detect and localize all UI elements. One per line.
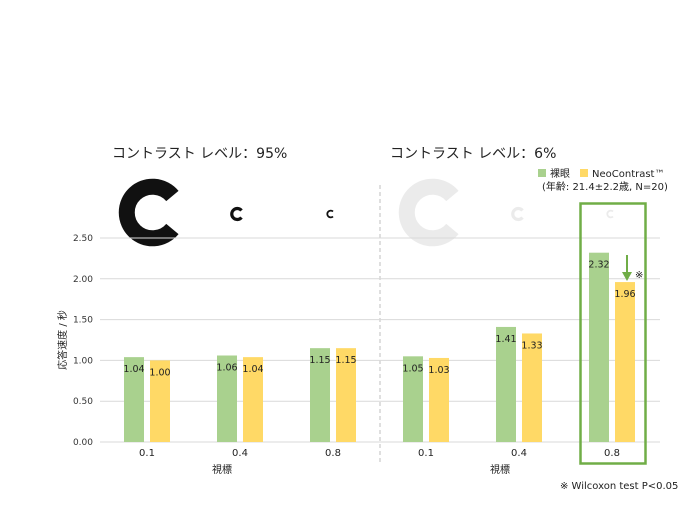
legend-swatch-naked-eye <box>538 169 546 177</box>
x-category-label: 0.4 <box>511 448 527 459</box>
x-category-label: 0.8 <box>325 448 341 459</box>
highlight-box <box>579 202 647 465</box>
optotype-c-high-contrast-large <box>118 178 179 247</box>
bar-neocontrast <box>615 282 635 442</box>
gridlines <box>100 237 660 443</box>
right-x-axis-title: 視標 <box>490 463 510 476</box>
y-axis-title: 応答速度 / 秒 <box>56 310 69 370</box>
significance-arrow <box>622 255 632 281</box>
value-label: 1.41 <box>495 334 516 345</box>
bar-neocontrast <box>150 360 170 442</box>
value-labels: 1.04 1.00 1.06 1.04 1.15 1.15 1.05 1.03 1.41 1.33… <box>123 260 635 379</box>
bar-neocontrast <box>429 357 449 442</box>
y-tick-label: 1.50 <box>73 316 93 326</box>
optotype-c-high-contrast-small <box>326 209 334 219</box>
x-category-label: 0.1 <box>418 448 434 459</box>
value-label: 1.00 <box>149 367 170 378</box>
significance-mark: ※ <box>635 270 643 281</box>
bar-neocontrast <box>522 333 542 442</box>
y-tick-label: 1.00 <box>73 356 93 366</box>
x-category-label: 0.1 <box>139 448 155 459</box>
bar-naked-eye <box>124 357 144 442</box>
y-tick-label: 2.00 <box>73 275 93 285</box>
optotype-c-low-contrast-large <box>398 178 459 247</box>
bar-naked-eye <box>496 326 516 442</box>
optotype-c-low-contrast-small <box>606 209 614 219</box>
y-tick-label: 0.50 <box>73 397 93 407</box>
value-label: 1.04 <box>123 364 144 375</box>
value-label: 1.96 <box>614 289 635 300</box>
legend-label-naked-eye: 裸眼 <box>550 167 570 180</box>
bar-naked-eye <box>403 356 423 442</box>
left-panel-heading: コントラスト レベル：95% <box>112 146 287 162</box>
y-tick-label: 0.00 <box>73 438 93 448</box>
bar-neocontrast <box>243 357 263 442</box>
value-label: 1.15 <box>335 355 356 366</box>
left-x-axis-title: 視標 <box>212 463 232 476</box>
bar-naked-eye <box>589 252 609 442</box>
value-label: 1.03 <box>428 365 449 376</box>
x-category-label: 0.4 <box>232 448 248 459</box>
legend: 裸眼 NeoContrast™ (年齢: 21.4±2.2歳, N=20) <box>538 167 668 193</box>
bars <box>124 252 635 442</box>
optotype-c-low-contrast-medium <box>511 206 524 222</box>
value-label: 1.06 <box>216 363 237 374</box>
legend-note: (年齢: 21.4±2.2歳, N=20) <box>542 180 668 193</box>
x-category-labels: 0.1 0.4 0.8 0.1 0.4 0.8 <box>139 448 620 459</box>
legend-swatch-neocontrast <box>580 169 588 177</box>
x-category-label: 0.8 <box>604 448 620 459</box>
bar-naked-eye <box>310 348 330 442</box>
value-label: 1.05 <box>402 363 423 374</box>
legend-label-neocontrast: NeoContrast™ <box>592 169 664 180</box>
value-label: 1.33 <box>521 340 542 351</box>
footnote: ※ Wilcoxon test P<0.05 <box>560 481 678 492</box>
bar-naked-eye <box>217 355 237 442</box>
value-label: 1.04 <box>242 364 263 375</box>
y-tick-labels: 0.00 0.50 1.00 1.50 2.00 2.50 <box>73 234 93 448</box>
optotype-c-high-contrast-medium <box>230 206 243 222</box>
y-tick-label: 2.50 <box>73 234 93 244</box>
value-label: 1.15 <box>309 355 330 366</box>
value-label: 2.32 <box>588 260 609 271</box>
bar-neocontrast <box>336 348 356 442</box>
right-panel-heading: コントラスト レベル：6% <box>390 146 556 162</box>
